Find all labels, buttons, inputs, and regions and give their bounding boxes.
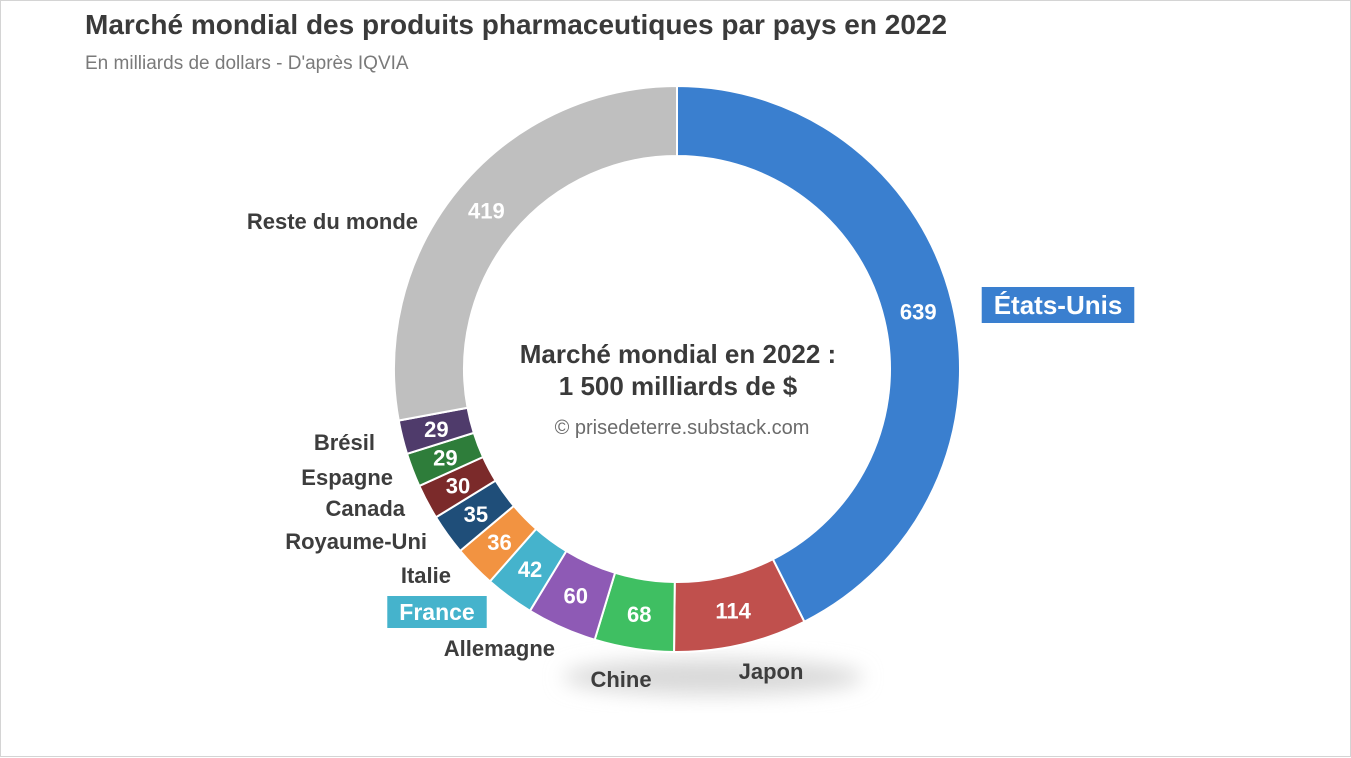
category-label-france: France [399, 599, 474, 625]
value-label-chine: 68 [627, 602, 651, 627]
category-label-box-france [387, 596, 487, 628]
slice-reste-du-monde [393, 84, 678, 422]
category-label-chine: Chine [590, 667, 651, 692]
value-label-royaume-uni: 35 [464, 502, 488, 527]
credit-text: © prisedeterre.substack.com [555, 417, 810, 439]
value-label-france: 42 [518, 557, 542, 582]
category-label-bresil: Brésil [314, 430, 375, 455]
value-label-japon: 114 [715, 599, 751, 624]
value-label-canada: 30 [446, 473, 470, 498]
chart-subtitle: En milliards de dollars - D'après IQVIA [85, 53, 409, 74]
category-label-etats-unis: États-Unis [994, 290, 1123, 320]
value-label-espagne: 29 [433, 446, 457, 471]
category-label-box-etats-unis [981, 287, 1135, 323]
category-label-canada: Canada [326, 496, 406, 521]
value-label-bresil: 29 [424, 417, 448, 442]
value-label-reste-du-monde: 419 [468, 198, 505, 223]
category-label-royaume-uni: Royaume-Uni [285, 529, 427, 554]
center-text-line-2: 1 500 milliards de $ [559, 371, 798, 401]
chart-bottom-shadow [563, 659, 863, 695]
category-label-italie: Italie [401, 563, 451, 588]
category-label-japon: Japon [739, 659, 804, 684]
center-text-line-1: Marché mondial en 2022 : [520, 339, 836, 369]
slice-etats-unis [676, 84, 961, 624]
category-label-espagne: Espagne [301, 465, 393, 490]
donut-slices [393, 84, 961, 653]
value-label-italie: 36 [487, 530, 511, 555]
chart-title: Marché mondial des produits pharmaceutiq… [85, 9, 948, 40]
category-label-allemagne: Allemagne [444, 636, 555, 661]
category-label-reste-du-monde: Reste du monde [247, 209, 418, 234]
value-label-etats-unis: 639 [900, 300, 937, 325]
value-label-allemagne: 60 [563, 583, 587, 608]
category-labels: États-Unis Japon Chine Allemagne France Itali… [247, 209, 1135, 692]
